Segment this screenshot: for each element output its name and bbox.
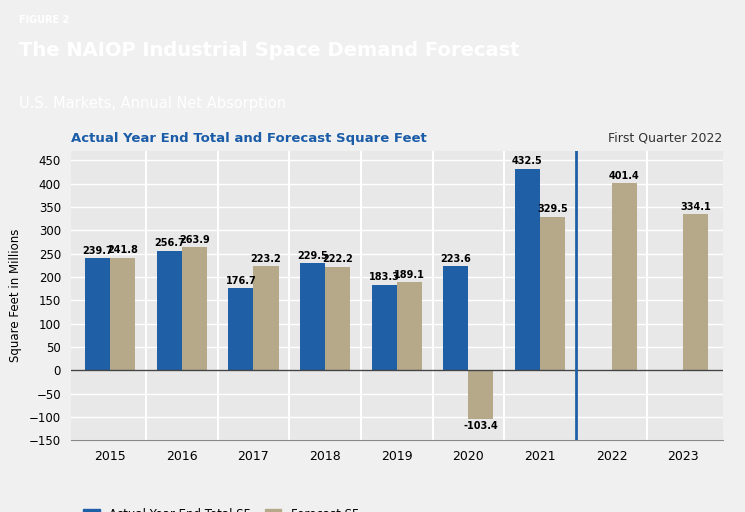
- Y-axis label: Square Feet in Millions: Square Feet in Millions: [9, 229, 22, 362]
- Text: 176.7: 176.7: [226, 275, 256, 286]
- Bar: [396, 282, 422, 370]
- Text: 329.5: 329.5: [537, 204, 568, 214]
- Bar: [515, 168, 540, 370]
- Bar: [540, 217, 565, 370]
- Text: Actual Year End Total and Forecast Square Feet: Actual Year End Total and Forecast Squar…: [71, 132, 427, 145]
- Text: 223.6: 223.6: [440, 253, 471, 264]
- Text: 241.8: 241.8: [107, 245, 138, 255]
- Text: 222.2: 222.2: [323, 254, 353, 264]
- Bar: [683, 215, 708, 370]
- Text: 223.2: 223.2: [250, 254, 282, 264]
- Text: 183.3: 183.3: [369, 272, 399, 283]
- Bar: [372, 285, 396, 370]
- Bar: [469, 370, 493, 419]
- Text: 256.7: 256.7: [154, 238, 185, 248]
- Text: The NAIOP Industrial Space Demand Forecast: The NAIOP Industrial Space Demand Foreca…: [19, 41, 519, 60]
- Bar: [443, 266, 469, 370]
- Text: FIGURE 2: FIGURE 2: [19, 15, 69, 26]
- Text: 334.1: 334.1: [680, 202, 711, 212]
- Bar: [182, 247, 207, 370]
- Text: U.S. Markets, Annual Net Absorption: U.S. Markets, Annual Net Absorption: [19, 96, 286, 111]
- Bar: [612, 183, 637, 370]
- Legend: Actual Year End Total SF, Forecast SF: Actual Year End Total SF, Forecast SF: [83, 508, 358, 512]
- Text: 189.1: 189.1: [394, 270, 425, 280]
- Bar: [300, 263, 325, 370]
- Text: 229.5: 229.5: [297, 251, 328, 261]
- Bar: [156, 250, 182, 370]
- Text: -103.4: -103.4: [463, 421, 498, 431]
- Bar: [110, 258, 136, 370]
- Bar: [85, 259, 110, 370]
- Text: 432.5: 432.5: [512, 156, 543, 166]
- Bar: [253, 266, 279, 370]
- Text: 401.4: 401.4: [609, 170, 639, 181]
- Text: 239.7: 239.7: [82, 246, 113, 256]
- Bar: [229, 288, 253, 370]
- Text: First Quarter 2022: First Quarter 2022: [609, 132, 723, 145]
- Text: 263.9: 263.9: [179, 235, 210, 245]
- Bar: [325, 267, 350, 370]
